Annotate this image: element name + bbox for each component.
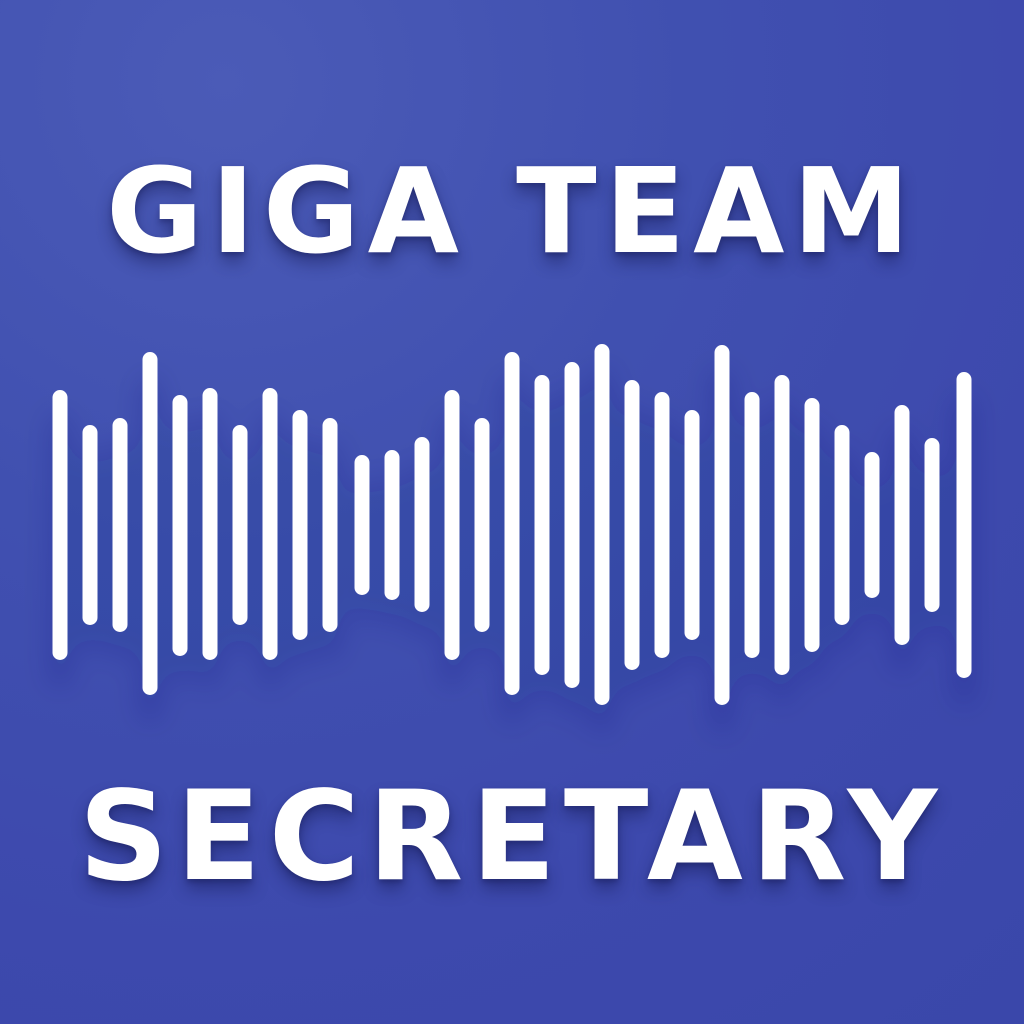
waveform-bar — [414, 437, 430, 612]
waveform-bar — [834, 425, 850, 625]
waveform-bar — [744, 392, 760, 658]
waveform-bar — [774, 375, 790, 675]
waveform-bar — [82, 425, 98, 625]
waveform-bar — [202, 388, 218, 660]
waveform-bar — [594, 344, 610, 705]
waveform-bar — [112, 418, 128, 632]
waveform-bar — [714, 345, 730, 705]
waveform-bar — [354, 455, 370, 595]
waveform-bar — [322, 418, 338, 632]
waveform-bar — [52, 390, 68, 660]
waveform-bar — [684, 410, 700, 640]
waveform-bar — [864, 452, 880, 598]
waveform-bar — [384, 450, 400, 600]
waveform-bar — [624, 380, 640, 670]
waveform-bar — [564, 362, 580, 688]
waveform-bar — [474, 418, 490, 632]
waveform-bar — [534, 375, 550, 675]
waveform-bar — [142, 352, 158, 695]
logo-title-line2: SECRETARY — [78, 765, 946, 909]
waveform-bar — [232, 425, 248, 625]
waveform-bar — [292, 410, 308, 640]
waveform-bar — [504, 352, 520, 695]
waveform-bar — [924, 438, 940, 612]
waveform-bar — [956, 372, 972, 678]
logo-title-line1: GIGA TEAM — [106, 142, 918, 280]
waveform-bar — [444, 390, 460, 660]
waveform-bar — [172, 395, 188, 656]
waveform-bar — [894, 405, 910, 645]
waveform-bar — [804, 398, 820, 652]
waveform-bar — [262, 388, 278, 660]
waveform-bar — [654, 392, 670, 658]
